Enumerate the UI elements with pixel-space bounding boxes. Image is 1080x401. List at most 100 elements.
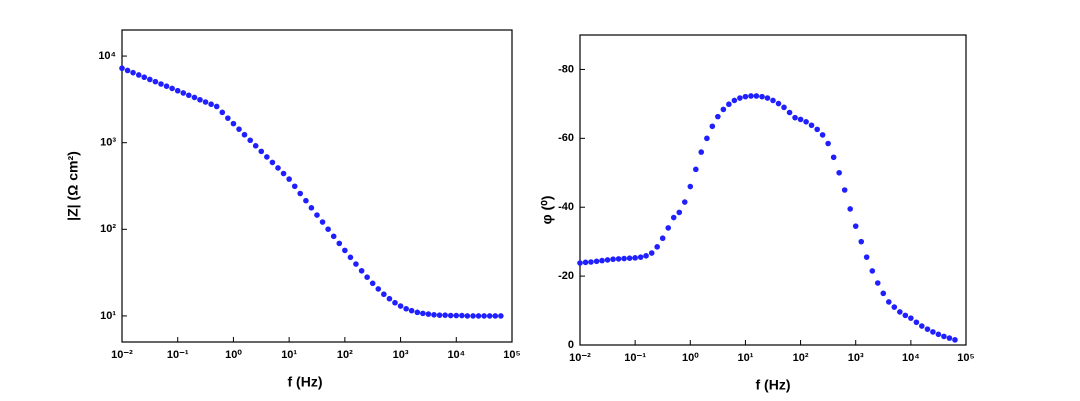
y-tick-label: -20 xyxy=(558,270,574,282)
y-tick-label: -60 xyxy=(558,132,574,144)
data-point xyxy=(436,312,443,318)
data-point xyxy=(119,65,125,72)
data-point xyxy=(825,140,831,147)
data-point xyxy=(885,299,892,305)
data-point xyxy=(213,103,220,110)
data-point xyxy=(654,244,660,250)
data-point xyxy=(726,101,732,108)
data-point xyxy=(291,183,298,190)
data-point xyxy=(941,333,947,340)
data-point xyxy=(386,295,393,302)
data-point xyxy=(665,225,672,231)
data-point xyxy=(797,116,804,123)
y-tick-label: 10¹ xyxy=(100,310,116,322)
x-tick-label: 10³ xyxy=(393,349,409,361)
data-point xyxy=(880,290,887,297)
data-point xyxy=(141,74,148,81)
data-point xyxy=(486,313,493,319)
data-point xyxy=(604,257,611,263)
data-point xyxy=(759,93,765,100)
data-point xyxy=(869,268,876,274)
data-point xyxy=(191,94,198,101)
data-point xyxy=(258,148,265,155)
plot-frame xyxy=(121,29,513,343)
data-point xyxy=(470,313,476,319)
data-point xyxy=(621,255,627,262)
data-point xyxy=(403,305,409,312)
data-point xyxy=(748,93,754,99)
data-point xyxy=(381,291,387,298)
data-point xyxy=(814,126,820,133)
y-tick-label: -40 xyxy=(558,201,574,213)
data-point xyxy=(731,97,738,104)
data-point xyxy=(709,123,716,130)
data-point xyxy=(158,81,164,87)
data-point xyxy=(130,69,136,76)
data-point xyxy=(737,95,743,101)
data-point xyxy=(236,126,242,132)
data-point xyxy=(269,159,276,166)
data-point xyxy=(185,92,192,99)
data-point xyxy=(858,238,865,245)
data-point xyxy=(314,212,320,218)
data-point xyxy=(459,312,465,319)
data-point xyxy=(792,114,798,121)
data-point xyxy=(330,233,337,240)
data-point xyxy=(803,119,809,125)
data-point xyxy=(264,154,270,160)
data-point xyxy=(913,319,920,326)
data-point xyxy=(453,312,460,319)
data-point xyxy=(924,326,931,332)
data-point xyxy=(681,199,688,205)
data-point xyxy=(836,169,842,176)
data-point xyxy=(163,83,170,89)
x-tick-label: 10² xyxy=(793,352,809,364)
data-point xyxy=(593,258,600,265)
data-point xyxy=(715,113,721,120)
y-axis-label: |Z| (Ω cm²) xyxy=(65,151,81,221)
data-point xyxy=(847,206,853,212)
data-point xyxy=(280,170,287,177)
data-point xyxy=(135,72,142,78)
x-tick-label: 10⁴ xyxy=(902,352,920,364)
data-point xyxy=(397,303,404,309)
data-point xyxy=(693,166,699,173)
x-tick-label: 10² xyxy=(337,349,353,361)
data-point xyxy=(764,95,771,101)
data-point xyxy=(930,329,936,335)
data-point xyxy=(637,254,644,260)
x-tick-label: 10¹ xyxy=(281,349,297,361)
data-point xyxy=(643,252,649,259)
data-point xyxy=(852,223,859,229)
data-point xyxy=(303,197,309,204)
data-point xyxy=(275,165,281,171)
data-point xyxy=(481,313,487,319)
data-point xyxy=(599,257,605,264)
x-tick-label: 10³ xyxy=(848,352,864,364)
plot-frame xyxy=(579,34,967,346)
data-point xyxy=(442,312,448,318)
data-point xyxy=(464,313,471,319)
data-point xyxy=(676,209,683,216)
data-point xyxy=(475,313,482,319)
data-point xyxy=(420,310,426,317)
data-point xyxy=(425,311,432,317)
data-point xyxy=(353,261,359,267)
x-tick-label: 10⁴ xyxy=(447,349,465,361)
x-tick-label: 10¹ xyxy=(737,352,753,364)
data-point xyxy=(582,259,589,266)
y-tick-label: 10² xyxy=(100,223,116,235)
data-point xyxy=(935,331,942,338)
data-point xyxy=(919,323,925,329)
data-point xyxy=(364,274,370,280)
data-point xyxy=(336,240,343,247)
data-point xyxy=(180,90,187,96)
data-point xyxy=(753,93,760,99)
data-point xyxy=(897,309,903,315)
data-point xyxy=(147,76,153,83)
x-tick-label: 10⁻² xyxy=(111,349,133,361)
data-point xyxy=(124,67,131,74)
data-point xyxy=(174,87,181,94)
